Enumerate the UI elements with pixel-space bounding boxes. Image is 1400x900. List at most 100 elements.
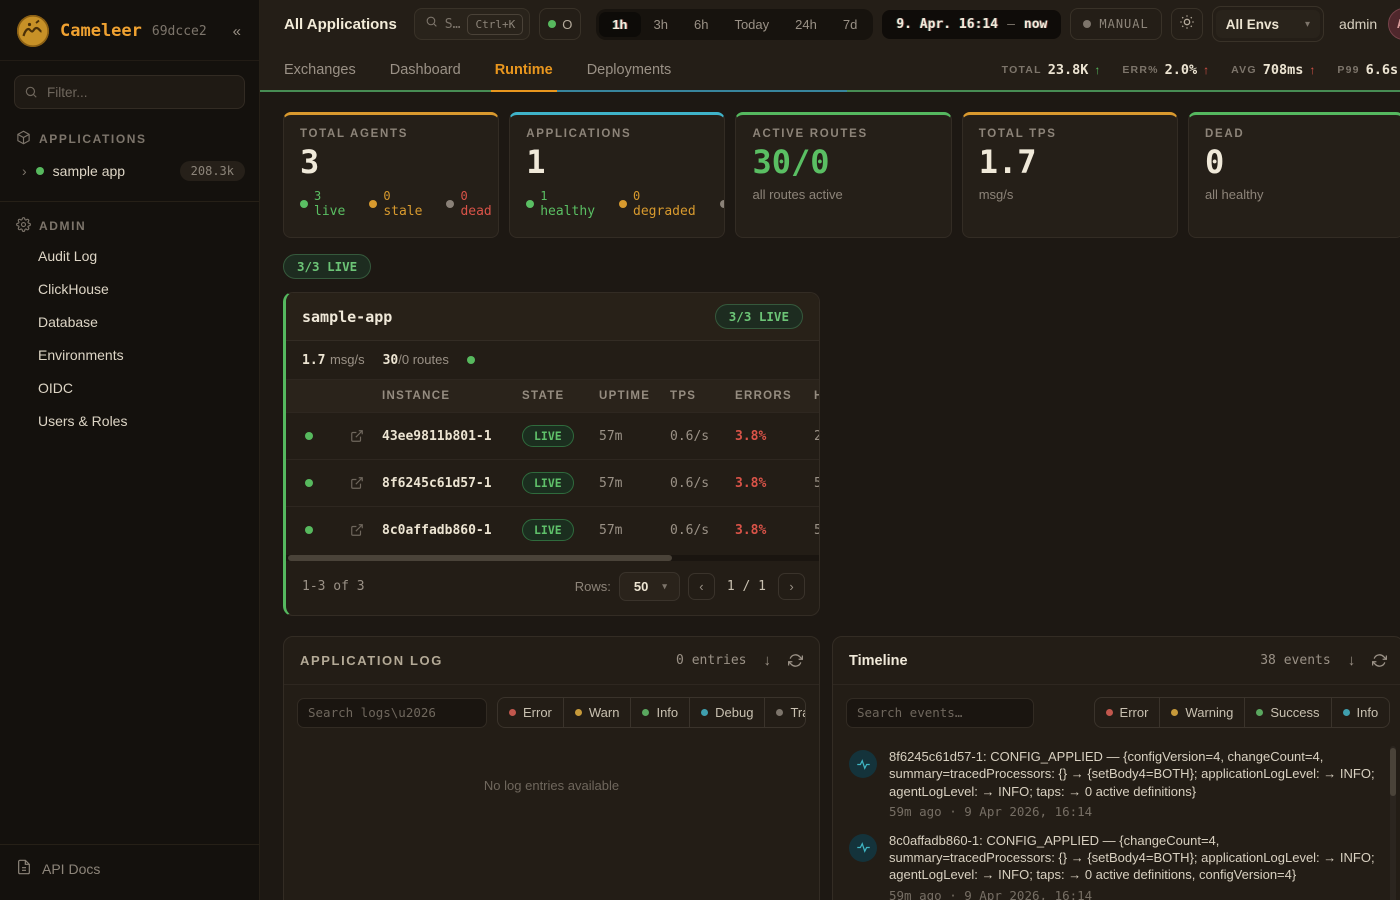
- sidebar-item-environments[interactable]: Environments: [38, 347, 124, 363]
- status-dot: [719, 200, 725, 209]
- live-status-pill[interactable]: O: [539, 8, 582, 40]
- prev-page-button[interactable]: ‹: [687, 573, 715, 600]
- sidebar: Cameleer 69dcce2 « APPLICATIONS › sample…: [0, 0, 260, 900]
- horizontal-scrollbar[interactable]: [286, 555, 819, 561]
- sidebar-item-audit-log[interactable]: Audit Log: [38, 248, 98, 264]
- card-substats: 3 live 0 stale 0 dead: [300, 189, 492, 220]
- timeline-scrollbar[interactable]: [1390, 746, 1397, 900]
- substat-label: dead: [460, 203, 492, 219]
- filter-error[interactable]: Error: [1095, 698, 1160, 727]
- errors-cell: 3.8%: [735, 475, 767, 491]
- trend-up-icon: ↑: [1309, 63, 1316, 77]
- applications-section-header: APPLICATIONS: [0, 125, 259, 153]
- filter-trace[interactable]: Trace: [764, 698, 805, 727]
- uptime-cell: 57m: [599, 428, 623, 444]
- cameleer-logo-icon: [16, 14, 50, 48]
- substat-label: live: [314, 203, 346, 219]
- avatar[interactable]: AD: [1388, 8, 1400, 40]
- card-title: TOTAL TPS: [978, 128, 1057, 140]
- global-search-button[interactable]: S… Ctrl+K: [413, 8, 531, 40]
- substat-degraded: 0 degraded: [619, 189, 696, 220]
- sidebar-collapse-button[interactable]: «: [232, 22, 241, 40]
- scrollbar-thumb[interactable]: [1390, 748, 1397, 796]
- tab-exchanges[interactable]: Exchanges: [284, 62, 356, 78]
- filter-error[interactable]: Error: [498, 698, 563, 727]
- table-row[interactable]: 8c0affadb860-1 LIVE 57m 0.6/s 3.8% 5: [286, 506, 819, 553]
- timeline-filters: Error Warning Success Info: [1093, 697, 1391, 728]
- application-log-panel: APPLICATION LOG 0 entries ↓ Error: [283, 636, 820, 900]
- sample-app-label: sample app: [52, 163, 126, 179]
- refresh-icon[interactable]: [788, 653, 803, 668]
- api-docs-link[interactable]: API Docs: [0, 844, 259, 900]
- tab-dashboard[interactable]: Dashboard: [389, 62, 461, 78]
- status-dot: [1083, 20, 1092, 28]
- filter-success[interactable]: Success: [1244, 698, 1330, 727]
- env-select-wrap: All Envs ▾: [1211, 6, 1325, 42]
- stat-p99: P99 6.6s ↑: [1337, 62, 1400, 78]
- card-value: 0: [1204, 143, 1225, 181]
- download-icon[interactable]: ↓: [1347, 652, 1356, 669]
- sidebar-item-users-roles[interactable]: Users & Roles: [38, 413, 128, 429]
- filter-warn[interactable]: Warn: [562, 698, 631, 727]
- tab-runtime[interactable]: Runtime: [490, 48, 557, 92]
- sample-app-panel-header[interactable]: sample-app 3/3 LIVE: [286, 293, 819, 341]
- summary-cards: TOTAL AGENTS 3 3 live 0 stale: [283, 112, 1400, 238]
- header-stats: TOTAL 23.8K ↑ ERR% 2.0% ↑ AVG 708ms ↑ P9…: [1002, 48, 1400, 92]
- level-dot: [1171, 709, 1179, 716]
- tab-deployments[interactable]: Deployments: [586, 62, 672, 78]
- time-range-24h[interactable]: 24h: [795, 16, 817, 32]
- status-dot: [548, 20, 557, 28]
- pulse-icon: [849, 833, 877, 862]
- theme-toggle-button[interactable]: [1170, 8, 1203, 40]
- filter-info[interactable]: Info: [630, 698, 689, 727]
- status-dot: [446, 200, 455, 209]
- external-link-icon[interactable]: [332, 523, 382, 537]
- time-range-today[interactable]: Today: [734, 16, 770, 32]
- filter-debug[interactable]: Debug: [689, 698, 764, 727]
- sidebar-header: Cameleer 69dcce2 «: [0, 0, 259, 61]
- external-link-icon[interactable]: [332, 429, 382, 443]
- time-range-7d[interactable]: 7d: [842, 16, 858, 32]
- time-range-1h[interactable]: 1h: [599, 11, 641, 37]
- sidebar-item-oidc[interactable]: OIDC: [38, 380, 73, 396]
- environment-select[interactable]: All Envs ▾: [1215, 10, 1321, 38]
- h-cell: 2: [814, 429, 819, 444]
- time-range-6h[interactable]: 6h: [693, 16, 709, 32]
- status-dot: [466, 356, 475, 364]
- live-pill-text: O: [562, 16, 573, 32]
- sidebar-item-clickhouse[interactable]: ClickHouse: [38, 281, 109, 297]
- next-page-button[interactable]: ›: [778, 573, 805, 600]
- log-search-input[interactable]: [297, 697, 487, 728]
- manual-refresh-toggle[interactable]: MANUAL: [1070, 8, 1162, 40]
- table-row[interactable]: 8f6245c61d57-1 LIVE 57m 0.6/s 3.8% 5: [286, 459, 819, 506]
- scrollbar-thumb[interactable]: [288, 555, 672, 561]
- chevron-down-icon: ▾: [1305, 18, 1311, 30]
- substat-label: degraded: [633, 203, 696, 219]
- card-dead: DEAD 0 all healthy: [1187, 112, 1400, 238]
- time-range-3h[interactable]: 3h: [653, 16, 668, 32]
- trend-up-icon: ↑: [1094, 63, 1101, 77]
- instance-id: 43ee9811b801-1: [382, 428, 492, 444]
- rows-per-page-select[interactable]: 50 ▾: [618, 572, 680, 601]
- refresh-icon[interactable]: [1372, 653, 1388, 668]
- sidebar-filter-input[interactable]: [14, 75, 245, 109]
- level-dot: [642, 709, 650, 716]
- tps-cell: 0.6/s: [670, 522, 710, 538]
- status-dot: [526, 200, 535, 209]
- app-routes-value: 30: [382, 353, 399, 368]
- datetime-range-picker[interactable]: 9. Apr. 16:14 – now: [882, 9, 1062, 39]
- filter-info[interactable]: Info: [1330, 698, 1390, 727]
- sidebar-item-sample-app[interactable]: › sample app 208.3k: [0, 153, 259, 189]
- filter-warning[interactable]: Warning: [1159, 698, 1244, 727]
- timeline-panel: Timeline 38 events ↓ Error: [832, 636, 1400, 900]
- card-title: DEAD: [1204, 128, 1245, 140]
- tabbar: Exchanges Dashboard Runtime Deployments …: [260, 48, 1400, 92]
- download-icon[interactable]: ↓: [763, 652, 772, 669]
- timeline-search-input[interactable]: [846, 697, 1034, 728]
- external-link-icon[interactable]: [332, 476, 382, 490]
- sidebar-item-database[interactable]: Database: [38, 314, 98, 330]
- col-state: STATE: [522, 390, 565, 402]
- filter-label: Debug: [715, 705, 754, 720]
- filter-label: Warn: [588, 705, 620, 720]
- table-row[interactable]: 43ee9811b801-1 LIVE 57m 0.6/s 3.8% 2: [286, 412, 819, 459]
